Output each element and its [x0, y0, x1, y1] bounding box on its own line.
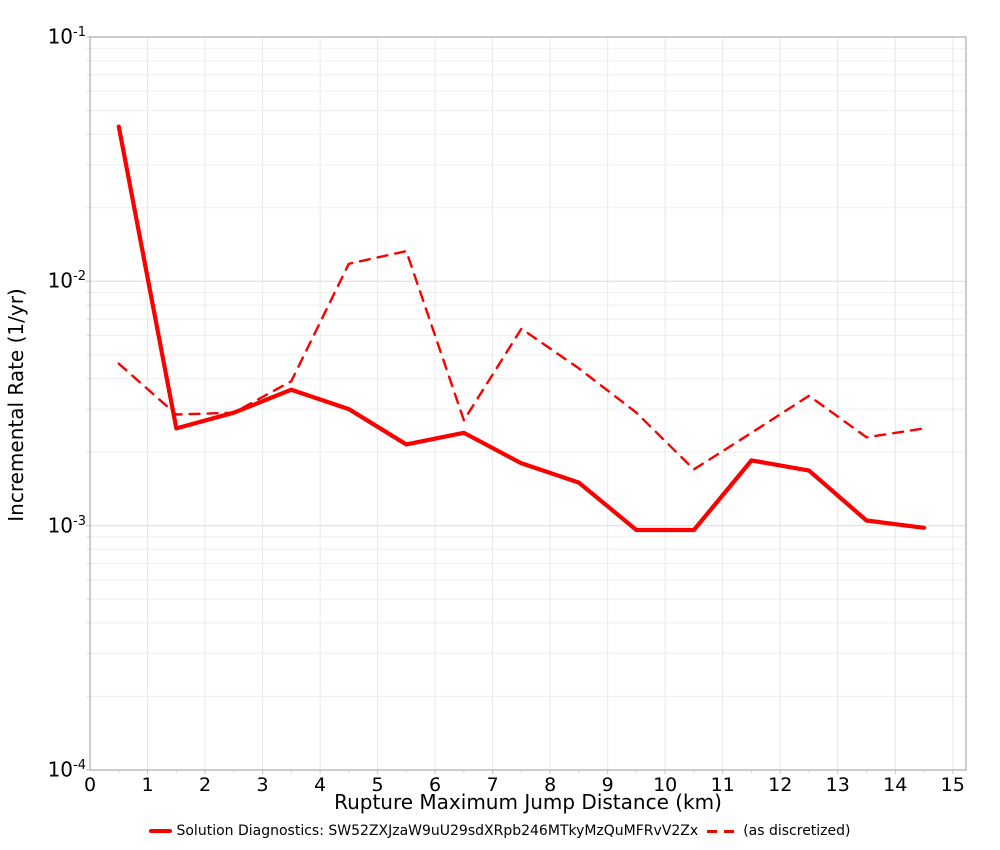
x-axis-title: Rupture Maximum Jump Distance (km) [334, 790, 722, 814]
series-dashed-line [117, 249, 926, 471]
legend-label-as-discretized: (as discretized) [743, 823, 851, 839]
legend-solid-line-swatch [149, 829, 173, 833]
y-tick-label: 10-4 [47, 757, 86, 782]
x-tick-label: 13 [825, 774, 850, 796]
x-tick-label: 3 [256, 774, 269, 796]
legend-label-solution-diagnostics: Solution Diagnostics: SW52ZXJzaW9uU29sdX… [176, 823, 699, 839]
legend: Solution Diagnostics: SW52ZXJzaW9uU29sdX… [0, 823, 1000, 839]
x-tick-label: 14 [883, 774, 908, 796]
x-tick-label: 8 [544, 774, 557, 796]
x-tick-label: 4 [314, 774, 327, 796]
x-tick-label: 5 [371, 774, 384, 796]
legend-dashed-line-swatch [707, 829, 739, 833]
y-tick-label: 10-2 [47, 268, 86, 293]
x-tick-label: 12 [768, 774, 793, 796]
x-tick-label: 11 [710, 774, 735, 796]
y-tick-label: 10-1 [47, 24, 86, 49]
x-tick-label: 9 [601, 774, 614, 796]
y-tick-label: 10-3 [47, 513, 86, 538]
series-solid-line [116, 124, 927, 533]
x-tick-label: 6 [429, 774, 442, 796]
x-tick-label: 1 [141, 774, 154, 796]
x-tick-label: 15 [940, 774, 965, 796]
y-axis-title: Incremental Rate (1/yr) [4, 288, 28, 522]
x-tick-label: 7 [486, 774, 499, 796]
x-tick-label: 0 [83, 774, 97, 796]
x-tick-label: 2 [198, 774, 212, 796]
x-tick-label: 10 [653, 774, 678, 796]
